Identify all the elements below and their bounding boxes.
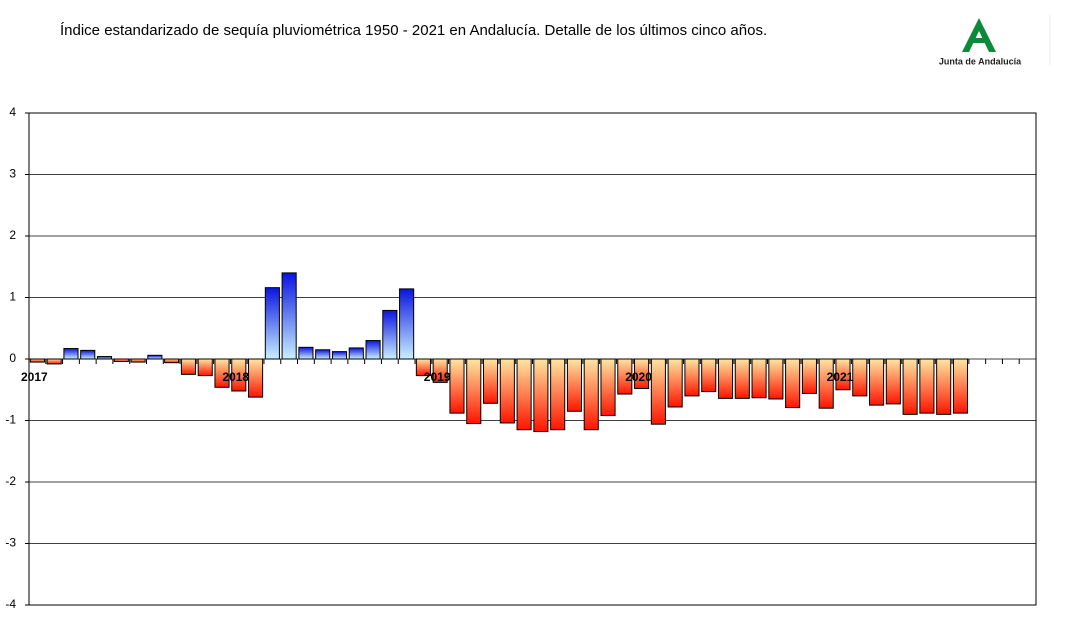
bar — [432, 358, 448, 383]
bar — [365, 340, 381, 360]
bar — [147, 354, 163, 360]
x-tick-label: 2018 — [222, 370, 249, 384]
y-tick-label: 3 — [9, 167, 16, 181]
bar — [415, 358, 431, 377]
y-tick-label: -4 — [5, 597, 16, 611]
y-tick-label: 2 — [9, 228, 16, 242]
bar — [902, 358, 918, 415]
bar — [533, 358, 549, 433]
y-tick-label: 1 — [9, 290, 16, 304]
chart-title: Índice estandarizado de sequía pluviomét… — [60, 22, 767, 39]
x-tick-label: 2017 — [21, 370, 48, 384]
x-tick-label: 2019 — [424, 370, 451, 384]
x-tick-label: 2020 — [625, 370, 652, 384]
bar — [634, 358, 650, 390]
bar — [298, 346, 314, 360]
bar — [63, 348, 79, 360]
bar — [667, 358, 683, 408]
bar — [852, 358, 868, 397]
y-tick-label: 4 — [9, 105, 16, 119]
bar — [617, 358, 633, 395]
bar — [785, 358, 801, 409]
x-tick-label: 2021 — [827, 370, 854, 384]
bar — [516, 358, 532, 431]
bar — [130, 358, 146, 363]
bar — [466, 358, 482, 425]
bar — [197, 358, 213, 377]
bar — [248, 358, 264, 398]
y-tick-label: -3 — [5, 536, 16, 550]
bar — [600, 358, 616, 417]
bar — [701, 358, 717, 393]
bar — [399, 288, 415, 360]
bar — [650, 358, 666, 425]
y-tick-label: -1 — [5, 413, 16, 427]
bar — [180, 358, 196, 375]
logo-mark — [962, 18, 996, 52]
bar — [331, 351, 348, 360]
bar — [482, 358, 499, 404]
bar — [801, 358, 817, 394]
bar — [684, 358, 700, 397]
bar — [885, 358, 901, 405]
bar — [936, 358, 952, 415]
bar — [113, 358, 129, 362]
bar — [835, 358, 851, 391]
bar — [734, 358, 750, 399]
bar — [768, 358, 784, 400]
bar — [264, 287, 280, 360]
bar — [315, 349, 331, 360]
bar — [164, 358, 180, 364]
bar — [566, 358, 583, 412]
bar — [281, 272, 297, 360]
bar — [46, 358, 62, 365]
bar — [214, 358, 230, 388]
bar — [751, 358, 767, 399]
bar — [869, 358, 885, 406]
logo: Junta de Andalucía — [939, 18, 1022, 66]
bar — [29, 358, 45, 363]
bar — [348, 347, 364, 360]
logo-bar — [970, 38, 988, 43]
bar — [449, 358, 465, 414]
y-tick-label: 0 — [9, 351, 16, 365]
bar — [382, 309, 398, 360]
bar — [550, 358, 566, 431]
bar — [717, 358, 734, 399]
bar — [96, 356, 113, 360]
bar — [231, 358, 247, 392]
bar — [583, 358, 599, 431]
y-tick-label: -2 — [5, 474, 16, 488]
bar — [919, 358, 935, 414]
bar — [499, 358, 515, 424]
bar — [952, 358, 969, 414]
logo-text: Junta de Andalucía — [939, 56, 1022, 66]
bar — [818, 358, 834, 409]
bar — [80, 349, 96, 360]
